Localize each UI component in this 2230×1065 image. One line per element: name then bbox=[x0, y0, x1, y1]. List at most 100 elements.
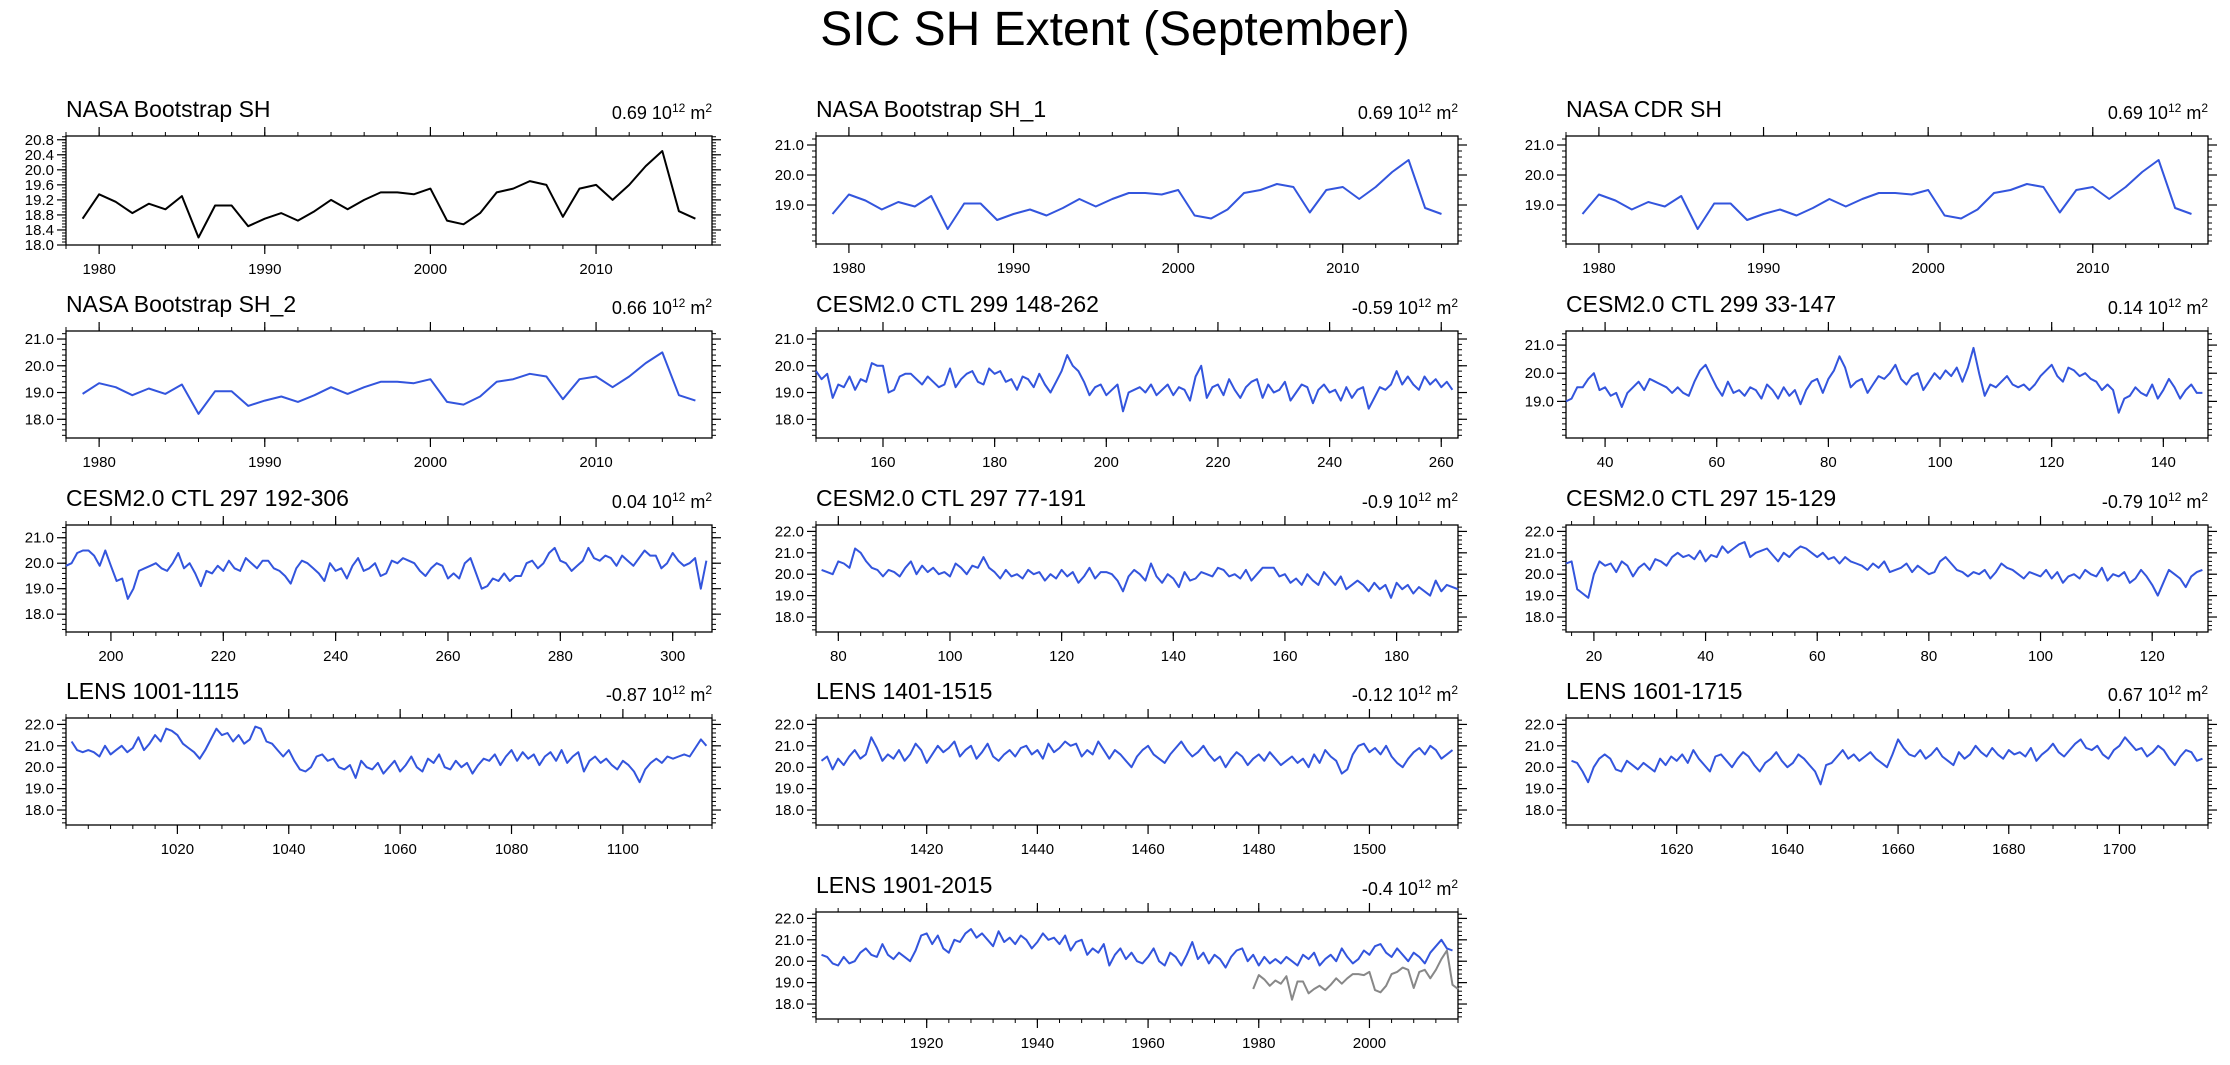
y-tick-label: 22.0 bbox=[1525, 523, 1554, 540]
trend-unit-sq: 2 bbox=[1451, 296, 1458, 310]
x-tick-label: 2010 bbox=[2076, 260, 2109, 277]
panel-frame bbox=[66, 525, 712, 632]
x-tick-label: 1980 bbox=[832, 260, 865, 277]
panel-trend: 0.66 1012 m2 bbox=[612, 296, 712, 318]
x-tick-label: 200 bbox=[98, 648, 123, 665]
panel-8: 18.0 19.0 20.0 21.0 22.0 20 40 60 80 100 120 CESM2.… bbox=[1525, 485, 2217, 665]
x-tick-label: 160 bbox=[1272, 648, 1297, 665]
series-line bbox=[66, 548, 706, 599]
trend-unit-m: m bbox=[2181, 298, 2201, 318]
trend-unit-sq: 2 bbox=[2201, 101, 2208, 115]
x-tick-label: 20 bbox=[1586, 648, 1603, 665]
y-tick-label: 21.0 bbox=[775, 932, 804, 949]
trend-value: 0.66 bbox=[612, 298, 652, 318]
y-tick-label: 19.0 bbox=[25, 581, 54, 598]
y-tick-label: 22.0 bbox=[775, 910, 804, 927]
series-line bbox=[83, 151, 696, 238]
y-tick-label: 20.0 bbox=[25, 555, 54, 572]
trend-value: -0.9 bbox=[1362, 492, 1398, 512]
trend-value: 0.67 bbox=[2108, 685, 2148, 705]
panel-trend: -0.9 1012 m2 bbox=[1362, 490, 1458, 512]
x-tick-label: 120 bbox=[2039, 454, 2064, 471]
x-tick-label: 240 bbox=[1317, 454, 1342, 471]
trend-unit-base: 10 bbox=[1398, 103, 1418, 123]
trend-value: -0.12 bbox=[1352, 685, 1398, 705]
y-tick-label: 19.0 bbox=[1525, 393, 1554, 410]
trend-unit-exp: 12 bbox=[672, 296, 686, 310]
x-tick-label: 1500 bbox=[1353, 841, 1386, 858]
y-tick-label: 18.0 bbox=[25, 802, 54, 819]
trend-unit-exp: 12 bbox=[2168, 101, 2182, 115]
trend-unit-m: m bbox=[1431, 492, 1451, 512]
panel-frame bbox=[1566, 718, 2208, 825]
panel-9: 18.0 19.0 20.0 21.0 22.0 1020 1040 1060 1080 1100… bbox=[25, 678, 721, 858]
x-tick-label: 1920 bbox=[910, 1035, 943, 1052]
y-tick-label: 20.0 bbox=[775, 759, 804, 776]
y-tick-label: 19.2 bbox=[25, 192, 54, 209]
trend-unit-m: m bbox=[2181, 492, 2201, 512]
y-tick-label: 18.0 bbox=[25, 237, 54, 254]
series-line bbox=[833, 160, 1442, 229]
x-tick-label: 1620 bbox=[1660, 841, 1693, 858]
x-tick-label: 200 bbox=[1094, 454, 1119, 471]
trend-unit-base: 10 bbox=[1398, 879, 1418, 899]
x-tick-label: 1980 bbox=[1242, 1035, 1275, 1052]
trend-value: 0.69 bbox=[1358, 103, 1398, 123]
x-tick-label: 40 bbox=[1597, 454, 1614, 471]
trend-unit-exp: 12 bbox=[672, 101, 686, 115]
panel-trend: 0.04 1012 m2 bbox=[612, 490, 712, 512]
x-tick-label: 2000 bbox=[1161, 260, 1194, 277]
panel-4: 18.019.020.021.0160 180 200 220 240 260CESM2.… bbox=[775, 291, 1467, 471]
y-tick-label: 21.0 bbox=[1525, 545, 1554, 562]
y-tick-label: 20.0 bbox=[775, 358, 804, 375]
panel-title: CESM2.0 CTL 297 15-129 bbox=[1566, 485, 1836, 511]
x-tick-label: 1080 bbox=[495, 841, 528, 858]
y-tick-label: 19.0 bbox=[1525, 781, 1554, 798]
panel-trend: -0.4 1012 m2 bbox=[1362, 877, 1458, 899]
panel-12: 18.019.020.021.022.01920 1940 1960 1980 2000… bbox=[775, 872, 1467, 1052]
x-tick-label: 100 bbox=[937, 648, 962, 665]
trend-unit-exp: 12 bbox=[672, 490, 686, 504]
panel-title: CESM2.0 CTL 297 77-191 bbox=[816, 485, 1086, 511]
x-tick-label: 160 bbox=[870, 454, 895, 471]
x-tick-label: 260 bbox=[435, 648, 460, 665]
panel-trend: -0.59 1012 m2 bbox=[1352, 296, 1458, 318]
trend-unit-sq: 2 bbox=[1451, 490, 1458, 504]
y-tick-label: 18.0 bbox=[25, 606, 54, 623]
panel-trend: 0.14 1012 m2 bbox=[2108, 296, 2208, 318]
plots-canvas: 18.018.418.819.219.620.020.420.81980 1990… bbox=[0, 0, 2230, 1065]
y-tick-label: 22.0 bbox=[1525, 716, 1554, 733]
x-tick-label: 1980 bbox=[82, 261, 115, 278]
trend-unit-m: m bbox=[685, 492, 705, 512]
y-tick-label: 20.0 bbox=[1525, 566, 1554, 583]
trend-value: 0.69 bbox=[2108, 103, 2148, 123]
panel-title: LENS 1001-1115 bbox=[66, 678, 239, 704]
x-tick-label: 1020 bbox=[161, 841, 194, 858]
trend-unit-base: 10 bbox=[652, 685, 672, 705]
panel-frame bbox=[66, 136, 712, 245]
x-tick-label: 1040 bbox=[272, 841, 305, 858]
y-tick-label: 18.4 bbox=[25, 222, 54, 239]
panel-title: LENS 1901-2015 bbox=[816, 872, 992, 898]
trend-unit-sq: 2 bbox=[705, 101, 712, 115]
series-line bbox=[822, 737, 1453, 773]
y-tick-label: 19.0 bbox=[775, 588, 804, 605]
x-tick-label: 80 bbox=[1921, 648, 1938, 665]
trend-unit-m: m bbox=[1431, 879, 1451, 899]
trend-unit-sq: 2 bbox=[2201, 296, 2208, 310]
trend-value: -0.87 bbox=[606, 685, 652, 705]
panel-trend: 0.67 1012 m2 bbox=[2108, 683, 2208, 705]
y-tick-label: 19.6 bbox=[25, 177, 54, 194]
x-tick-label: 1460 bbox=[1131, 841, 1164, 858]
panel-trend: -0.79 1012 m2 bbox=[2102, 490, 2208, 512]
y-tick-label: 18.0 bbox=[775, 802, 804, 819]
trend-unit-m: m bbox=[1431, 298, 1451, 318]
x-tick-label: 120 bbox=[2140, 648, 2165, 665]
x-tick-label: 1100 bbox=[607, 841, 639, 858]
y-tick-label: 18.0 bbox=[1525, 609, 1554, 626]
x-tick-label: 180 bbox=[1384, 648, 1409, 665]
trend-unit-base: 10 bbox=[2148, 685, 2168, 705]
trend-unit-base: 10 bbox=[2148, 298, 2168, 318]
trend-unit-m: m bbox=[685, 298, 705, 318]
y-tick-label: 19.0 bbox=[1525, 588, 1554, 605]
